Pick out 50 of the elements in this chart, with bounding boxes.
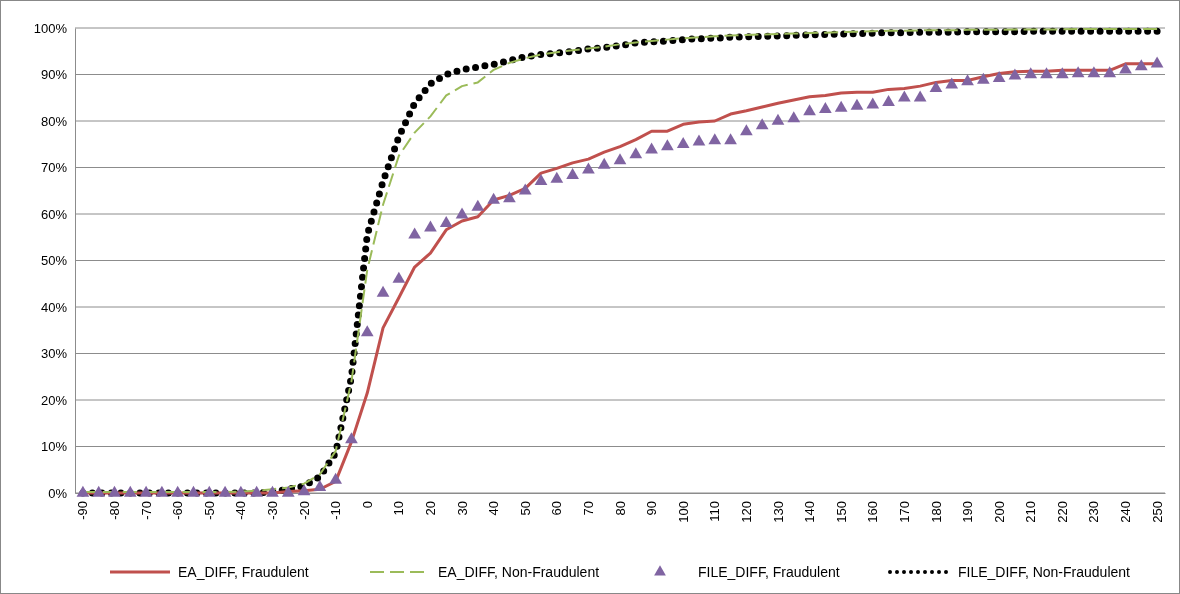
y-tick-label: 60% [40,206,68,222]
x-tick-label: -70 [138,501,154,520]
x-tick-label: 40 [486,501,502,516]
x-tick-label: -80 [107,501,123,520]
y-tick-label: 50% [40,253,68,269]
x-tick-label: 20 [422,501,438,516]
y-tick-label: 40% [40,299,68,315]
x-tick-label: -50 [201,501,217,520]
legend-label: EA_DIFF, Fraudulent [178,564,309,580]
x-tick-label: -10 [328,501,344,520]
x-tick-label: 140 [802,501,818,523]
y-tick-label: 0% [48,485,68,501]
x-tick-label: -20 [296,501,312,520]
legend-label: FILE_DIFF, Non-Fraudulent [958,564,1131,580]
x-tick-label: 100 [675,501,691,523]
x-tick-label: -60 [170,501,186,520]
x-tick-label: 110 [707,501,723,522]
x-tick-label: 50 [517,501,533,516]
legend-label: FILE_DIFF, Fraudulent [698,564,840,580]
x-tick-label: 60 [549,501,565,516]
x-tick-label: -40 [233,501,249,520]
x-tick-label: 0 [359,501,375,509]
x-tick-label: 30 [454,501,470,516]
x-tick-label: 170 [896,501,912,523]
y-tick-label: 90% [40,67,68,83]
x-tick-label: 70 [580,501,596,516]
x-tick-label: 230 [1086,501,1102,523]
y-tick-label: 80% [40,113,68,129]
x-tick-label: 210 [1023,501,1039,523]
y-tick-label: 30% [40,346,68,362]
x-tick-label: -90 [75,501,91,520]
x-tick-label: 150 [833,501,849,523]
y-tick-label: 100% [33,20,68,36]
x-tick-label: 120 [738,501,754,523]
x-tick-label: 160 [865,501,881,523]
x-tick-label: 130 [770,501,786,523]
x-tick-label: 220 [1054,501,1070,523]
x-tick-label: 10 [391,501,407,516]
x-tick-label: 190 [960,501,976,523]
y-tick-label: 70% [40,160,68,176]
x-tick-label: 180 [928,501,944,523]
x-tick-label: 200 [991,501,1007,523]
x-tick-label: -30 [265,501,281,520]
x-tick-label: 80 [612,501,628,516]
x-tick-label: 90 [644,501,660,516]
x-tick-label: 250 [1149,501,1165,523]
x-tick-label: 240 [1118,501,1134,523]
y-tick-label: 10% [40,439,68,455]
legend-label: EA_DIFF, Non-Fraudulent [438,564,600,580]
y-tick-label: 20% [40,392,68,408]
